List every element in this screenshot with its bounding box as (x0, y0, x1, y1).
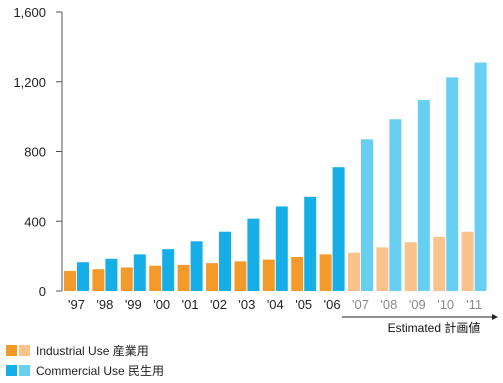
bar-industrial (262, 259, 275, 291)
bar-industrial (149, 265, 162, 291)
bar-industrial (376, 247, 389, 291)
legend: Industrial Use 産業用 Commercial Use 民生用 (6, 343, 164, 378)
legend-item-industrial: Industrial Use 産業用 (6, 343, 149, 358)
x-tick-label: '98 (96, 297, 113, 312)
x-tick-label: '01 (182, 297, 199, 312)
y-tick-label: 800 (24, 145, 46, 160)
legend-label-commercial: Commercial Use 民生用 (36, 364, 164, 378)
legend-item-commercial: Commercial Use 民生用 (6, 364, 164, 378)
bar-commercial (133, 254, 146, 291)
bar-commercial (389, 119, 402, 291)
bar-industrial (120, 267, 133, 291)
y-tick-label: 400 (24, 214, 46, 229)
bar-commercial (105, 258, 118, 291)
estimated-label: Estimated 計画値 (388, 320, 481, 335)
bar-commercial (275, 206, 288, 291)
x-tick-label: '02 (210, 297, 227, 312)
bars (64, 62, 487, 291)
bar-commercial (474, 62, 487, 291)
legend-swatch-commercial-actual (6, 365, 17, 376)
x-tick-label: '10 (437, 297, 454, 312)
y-axis: 0 400 800 1,200 1,600 (13, 5, 63, 299)
estimated-arrow-head (492, 314, 498, 320)
legend-swatch-industrial-estimated (19, 345, 30, 356)
bar-commercial (190, 241, 203, 291)
bar-industrial (234, 261, 247, 291)
bar-industrial (291, 256, 304, 291)
bar-industrial (64, 270, 76, 291)
bar-industrial (461, 231, 474, 291)
x-tick-label: '09 (409, 297, 426, 312)
x-tick-label: '99 (125, 297, 142, 312)
x-tick-label: '06 (324, 297, 341, 312)
bar-industrial (177, 264, 190, 291)
bar-commercial (162, 249, 175, 291)
bar-industrial (404, 242, 417, 291)
y-tick-label: 1,600 (13, 5, 46, 20)
bar-industrial (348, 252, 360, 291)
legend-label-industrial: Industrial Use 産業用 (36, 343, 149, 358)
x-tick-label: '97 (68, 297, 85, 312)
bar-industrial (433, 236, 446, 291)
x-tick-label: '03 (238, 297, 255, 312)
y-tick-label: 1,200 (13, 75, 46, 90)
bar-industrial (319, 254, 332, 291)
x-tick-label: '05 (295, 297, 312, 312)
bar-commercial (219, 231, 231, 291)
bar-commercial (304, 196, 317, 291)
x-tick-label: '00 (153, 297, 170, 312)
x-tick-label: '08 (380, 297, 397, 312)
bar-industrial (92, 269, 105, 291)
bar-commercial (332, 167, 345, 291)
x-tick-label: '07 (352, 297, 369, 312)
y-tick-label: 0 (39, 284, 46, 299)
estimated-marker: Estimated 計画値 (342, 314, 498, 335)
bar-industrial (206, 263, 218, 291)
bar-commercial (446, 77, 459, 291)
bar-commercial (417, 100, 430, 291)
bar-commercial (247, 218, 260, 291)
bar-commercial (361, 139, 373, 291)
x-axis: '97 '98 '99 '00 '01 '02 '03 '04 '05 '06 '07 '08 '09 '… (68, 297, 482, 312)
x-tick-label: '04 (267, 297, 284, 312)
x-tick-label: '11 (466, 297, 482, 312)
legend-swatch-industrial-actual (6, 345, 17, 356)
bar-commercial (77, 262, 89, 291)
legend-swatch-commercial-estimated (19, 365, 30, 376)
